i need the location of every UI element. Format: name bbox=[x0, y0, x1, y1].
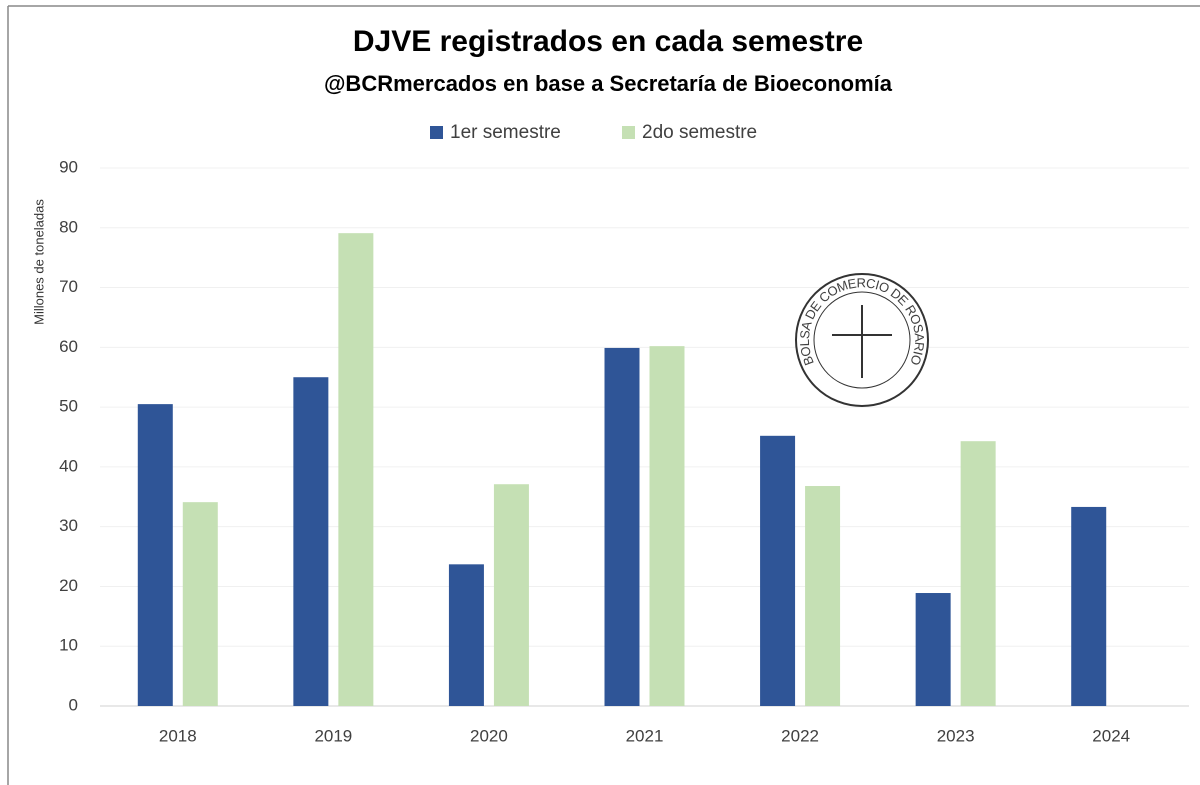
logo-inner-ring bbox=[813, 291, 911, 389]
bar bbox=[137, 404, 173, 706]
chart-title: DJVE registrados en cada semestre bbox=[353, 25, 863, 58]
bar bbox=[915, 593, 951, 706]
legend-label: 2do semestre bbox=[642, 122, 757, 143]
x-tick-label: 2020 bbox=[470, 726, 508, 745]
bar bbox=[182, 502, 218, 706]
bar bbox=[448, 564, 484, 706]
y-tick-label: 0 bbox=[69, 695, 78, 714]
x-tick-label: 2024 bbox=[1092, 726, 1130, 745]
bar bbox=[293, 377, 329, 706]
bar bbox=[493, 484, 529, 706]
bar bbox=[960, 441, 996, 706]
legend-label: 1er semestre bbox=[450, 122, 561, 143]
x-tick-label: 2021 bbox=[626, 726, 664, 745]
bar bbox=[1071, 506, 1107, 706]
y-tick-label: 20 bbox=[59, 576, 78, 595]
y-tick-label: 50 bbox=[59, 397, 78, 416]
legend-swatch bbox=[430, 126, 443, 139]
bar bbox=[805, 486, 841, 706]
x-tick-label: 2022 bbox=[781, 726, 819, 745]
bar bbox=[649, 346, 685, 706]
y-tick-label: 10 bbox=[59, 636, 78, 655]
bar bbox=[338, 233, 374, 706]
x-tick-label: 2023 bbox=[937, 726, 975, 745]
bar bbox=[760, 435, 796, 706]
y-axis-label: Millones de toneladas bbox=[31, 199, 46, 325]
y-tick-label: 40 bbox=[59, 456, 78, 475]
y-tick-label: 90 bbox=[59, 157, 78, 176]
y-tick-label: 70 bbox=[59, 277, 78, 296]
logo: BOLSA DE COMERCIO DE ROSARIO bbox=[795, 273, 929, 407]
chart-subtitle: @BCRmercados en base a Secretaría de Bio… bbox=[324, 71, 893, 96]
y-tick-label: 30 bbox=[59, 516, 78, 535]
x-tick-label: 2018 bbox=[159, 726, 197, 745]
x-tick-label: 2019 bbox=[314, 726, 352, 745]
y-tick-label: 80 bbox=[59, 217, 78, 236]
y-tick-label: 60 bbox=[59, 337, 78, 356]
bar bbox=[604, 347, 640, 706]
legend-swatch bbox=[622, 126, 635, 139]
